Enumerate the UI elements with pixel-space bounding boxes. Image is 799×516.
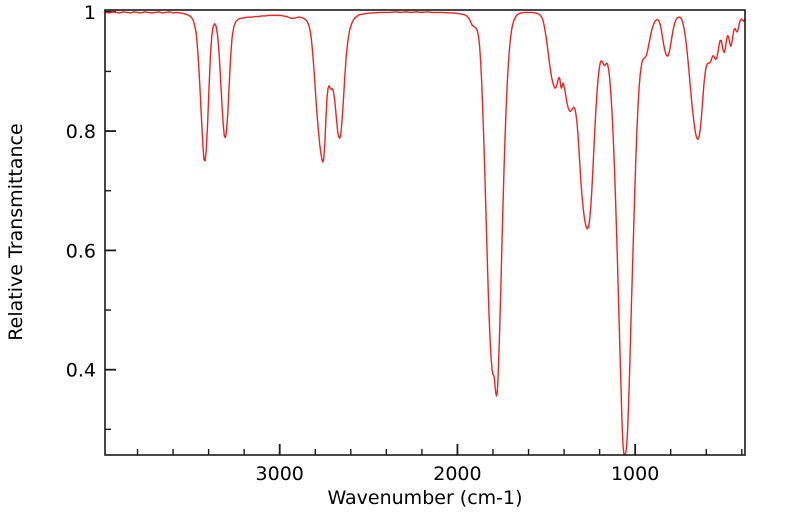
x-tick-label: 2000 [433, 463, 481, 485]
y-tick-label: 0.8 [66, 121, 96, 143]
x-axis-major-ticks [278, 444, 637, 455]
y-tick-label: 0.4 [66, 360, 96, 382]
x-tick-label: 1000 [611, 463, 659, 485]
spectrum-data-series [105, 11, 745, 455]
y-axis-minor-ticks [105, 70, 111, 431]
y-tick-label: 1 [84, 2, 96, 24]
x-axis-title: Wavenumber (cm-1) [327, 487, 522, 509]
y-axis-tick-labels: 0.4 0.6 0.8 1 [66, 2, 96, 382]
y-axis-title: Relative Transmittance [5, 123, 27, 340]
x-axis-tick-labels: 3000 2000 1000 [256, 463, 660, 485]
x-tick-label: 3000 [256, 463, 304, 485]
plot-frame [104, 9, 746, 456]
x-axis-minor-ticks [136, 449, 743, 455]
spectrum-trace [105, 11, 745, 455]
y-tick-label: 0.6 [66, 240, 96, 262]
